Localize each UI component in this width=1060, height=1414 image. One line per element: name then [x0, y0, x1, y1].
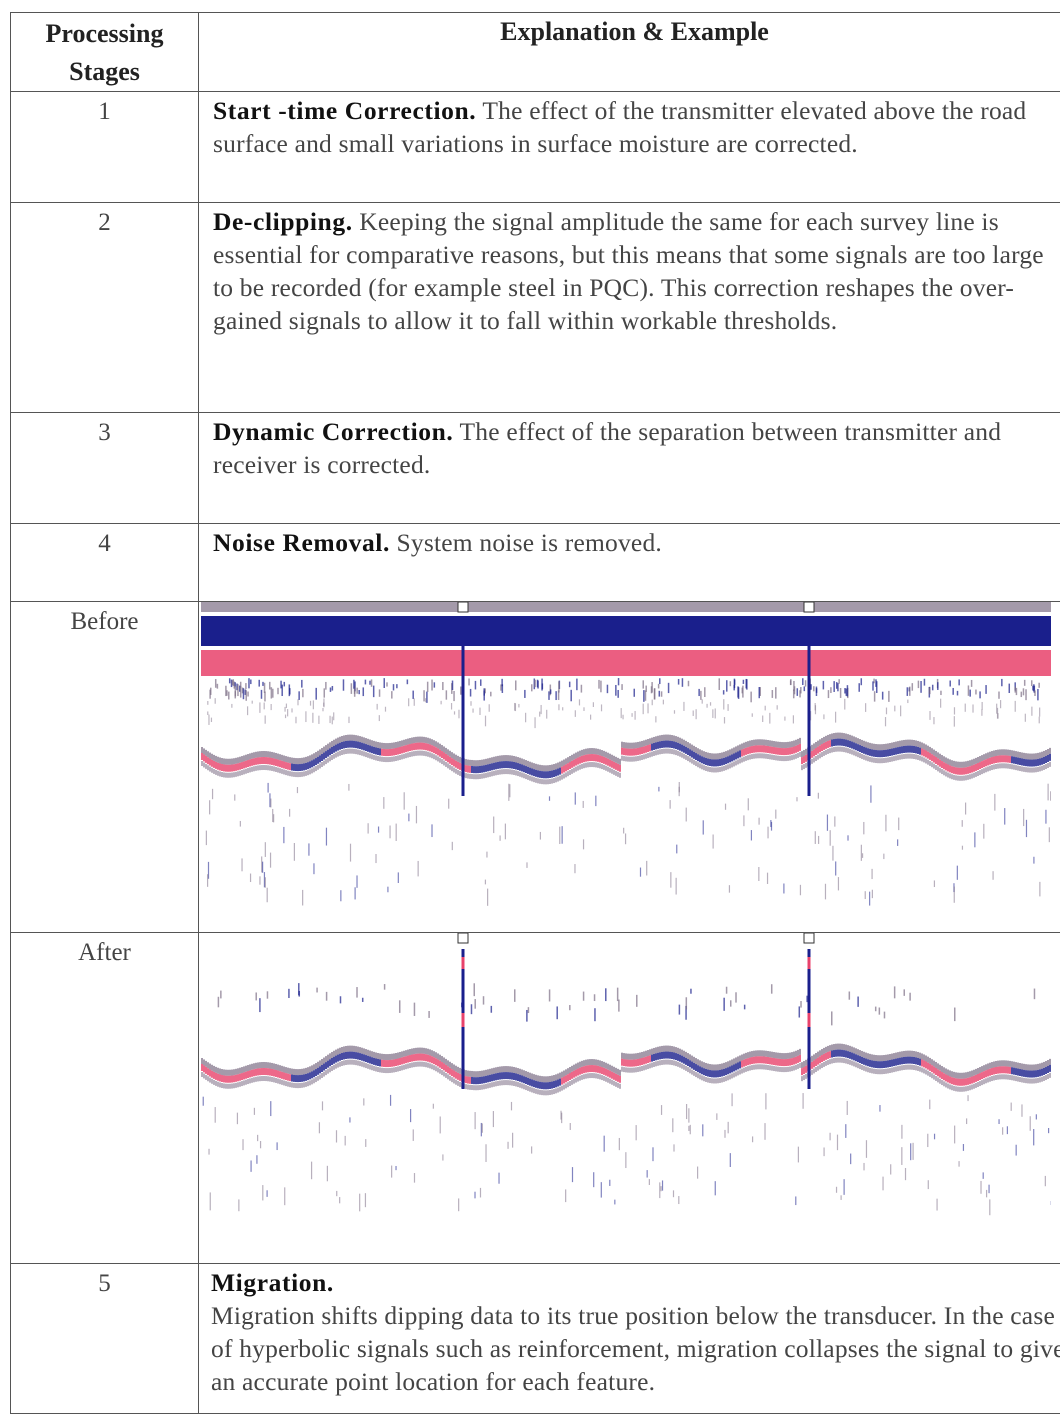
- header-processing-stages: Processing Stages: [11, 13, 199, 92]
- image-label-after: After: [11, 933, 199, 1264]
- stage-title: Migration.: [211, 1268, 334, 1297]
- header-col1-line2: Stages: [69, 57, 140, 86]
- stage-description: Noise Removal. System noise is removed.: [199, 524, 1060, 602]
- stage-text: System noise is removed.: [397, 528, 662, 557]
- image-label-before: Before: [11, 602, 199, 933]
- table-row-before: Before: [11, 602, 1060, 933]
- gpr-radargram-after: [201, 933, 1051, 1263]
- stage-title: De-clipping.: [213, 207, 353, 236]
- radargram-texture: [201, 933, 1051, 1215]
- stage-number: 4: [11, 524, 199, 602]
- stage-description: De-clipping. Keeping the signal amplitud…: [199, 203, 1060, 413]
- stage-text: Migration shifts dipping data to its tru…: [211, 1301, 1060, 1396]
- stage-title: Noise Removal.: [213, 528, 390, 557]
- stage-number: 3: [11, 413, 199, 524]
- stage-title: Dynamic Correction.: [213, 417, 453, 446]
- table-header-row: Processing Stages Explanation & Example: [11, 13, 1060, 92]
- table-row: 5 Migration. Migration shifts dipping da…: [11, 1264, 1060, 1414]
- gpr-radargram-before: [201, 602, 1051, 932]
- before-image-cell: [199, 602, 1060, 933]
- header-explanation-example: Explanation & Example: [199, 13, 1060, 92]
- stage-number: 2: [11, 203, 199, 413]
- table-row: 2 De-clipping. Keeping the signal amplit…: [11, 203, 1060, 413]
- processing-stages-table: Processing Stages Explanation & Example …: [10, 12, 1060, 1414]
- stage-number: 5: [11, 1264, 199, 1414]
- stage-title: Start -time Correction.: [213, 96, 476, 125]
- stage-number: 1: [11, 92, 199, 203]
- table-row-after: After: [11, 933, 1060, 1264]
- header-col1-line1: Processing: [46, 19, 164, 48]
- radargram-texture: [201, 602, 1051, 906]
- stage-description: Dynamic Correction. The effect of the se…: [199, 413, 1060, 524]
- table-row: 4 Noise Removal. System noise is removed…: [11, 524, 1060, 602]
- table-row: 1 Start -time Correction. The effect of …: [11, 92, 1060, 203]
- stage-description: Start -time Correction. The effect of th…: [199, 92, 1060, 203]
- table-row: 3 Dynamic Correction. The effect of the …: [11, 413, 1060, 524]
- after-image-cell: [199, 933, 1060, 1264]
- stage-description: Migration. Migration shifts dipping data…: [199, 1264, 1060, 1414]
